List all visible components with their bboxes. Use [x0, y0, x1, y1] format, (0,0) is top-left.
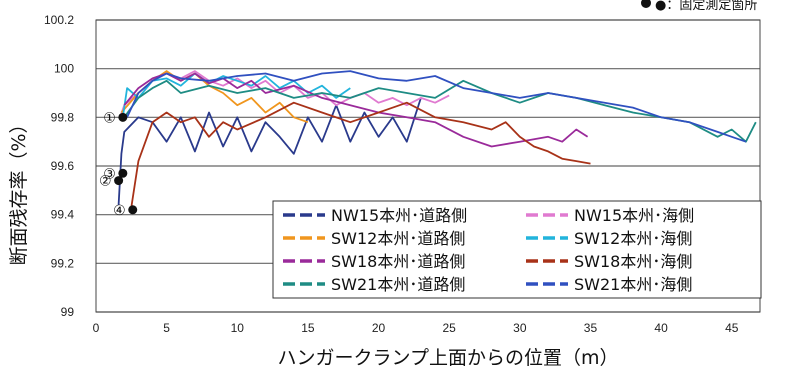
- x-axis-title: ハンガークランプ上面からの位置（m）: [278, 347, 619, 369]
- x-tick-label: 5: [163, 321, 170, 335]
- x-tick-labels: 0 5 10 15 20 25 30 35 40 45: [93, 321, 739, 335]
- fixed-point-label: ②: [99, 174, 112, 190]
- top-mask: [296, 0, 526, 19]
- legend-label: SW18本州･海側: [574, 252, 692, 271]
- fixed-point: [118, 168, 128, 178]
- x-tick-label: 35: [584, 321, 598, 335]
- x-tick-label: 20: [372, 321, 386, 335]
- legend-label: SW21本州･海側: [574, 275, 692, 294]
- legend-label: SW12本州･海側: [574, 229, 692, 248]
- legend-label: SW18本州･道路側: [331, 252, 465, 271]
- legend-box: [272, 200, 762, 299]
- plot-frame: [95, 19, 761, 313]
- y-tick-label: 99.2: [51, 256, 75, 270]
- y-tick-label: 99.8: [51, 110, 75, 124]
- series-line: [120, 70, 309, 124]
- fixed-point: [114, 176, 124, 186]
- fixed-points-layer: ① ②③ ④: [99, 110, 138, 219]
- y-tick-label: 100.2: [44, 13, 74, 27]
- x-tick-label: 40: [654, 321, 668, 335]
- series-line: [126, 70, 747, 143]
- legend: NW15本州･道路側 NW15本州･海側 SW12本州･道路側 SW12本州･海側 SW…: [272, 200, 762, 299]
- x-tick-label: 30: [513, 321, 527, 335]
- fixed-point-label: ①: [103, 110, 116, 126]
- x-tick-label: 10: [231, 321, 245, 335]
- x-tick-label: 0: [93, 321, 100, 335]
- fixed-point-label: ④: [113, 203, 126, 219]
- note-box: [526, 0, 791, 13]
- legend-label: NW15本州･海側: [574, 206, 694, 225]
- note-text: ●：固定測定箇所: [655, 0, 757, 13]
- x-tick-label: 15: [301, 321, 315, 335]
- legend-label: NW15本州･道路側: [331, 206, 467, 225]
- fixed-point: [118, 112, 128, 122]
- x-tick-label: 25: [443, 321, 457, 335]
- series-line: [130, 101, 591, 208]
- y-tick-labels: 99 99.2 99.4 99.6 99.8 100 100.2: [44, 13, 74, 319]
- y-tick-label: 100: [54, 62, 74, 76]
- legend-label: SW21本州･道路側: [331, 275, 465, 294]
- fixed-point: [128, 205, 138, 215]
- y-tick-label: 99.6: [51, 159, 75, 173]
- legend-label: SW12本州･道路側: [331, 229, 465, 248]
- fixed-point-label: ③: [103, 166, 116, 182]
- y-tick-label: 99: [61, 305, 75, 319]
- x-tick-label: 45: [725, 321, 739, 335]
- y-axis-title: 断面残存率（%）: [8, 114, 30, 265]
- y-tick-label: 99.4: [51, 208, 75, 222]
- series-layer: [117, 70, 757, 208]
- note-dot-icon: [641, 0, 651, 8]
